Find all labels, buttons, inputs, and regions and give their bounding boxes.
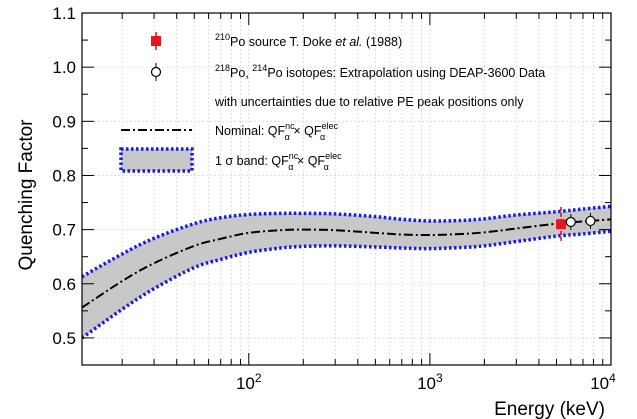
legend-open-circle: [150, 66, 162, 78]
legend-entry-4: Nominal: QFnc α × QFelec α: [215, 121, 338, 142]
legend-band-swatch: [119, 147, 194, 173]
x-tick-label: 104: [590, 371, 616, 393]
y-tick-label: 0.6: [52, 275, 76, 294]
legend-entry-2: 218Po, 214Po isotopes: Extrapolation usi…: [215, 63, 545, 80]
red-square-marker: [556, 219, 567, 230]
x-tick-labels: 102 103 104: [236, 371, 616, 393]
y-tick-label: 0.7: [52, 221, 76, 240]
open-circle-marker: [565, 216, 576, 228]
nominal-curve: [82, 218, 611, 309]
y-axis-label: Quenching Factor: [16, 119, 37, 271]
x-axis-label: Energy (keV): [494, 399, 605, 419]
y-tick-label: 1.1: [52, 4, 76, 23]
x-tick-label: 102: [236, 371, 262, 393]
grid: [82, 13, 611, 365]
legend-entry-1: 210Po source T. Doke et al. (1988): [215, 32, 402, 49]
sigma-band: [82, 204, 611, 340]
data-points: [556, 206, 596, 242]
legend-entry-5: 1 σ band: QFnc α × QFelec α: [215, 151, 342, 172]
y-tick-label: 0.8: [52, 166, 76, 185]
y-tick-labels: 0.5 0.6 0.7 0.8 0.9 1.0 1.1: [52, 4, 76, 348]
plot-frame: [81, 12, 612, 366]
open-circle-marker: [585, 215, 596, 227]
band-lower-edge: [82, 229, 611, 340]
band-fill: [82, 206, 611, 338]
x-tick-label: 103: [417, 371, 443, 393]
y-tick-label: 1.0: [52, 58, 76, 77]
y-tick-label: 0.5: [52, 329, 76, 348]
nominal-line: [82, 218, 611, 309]
legend: 210Po source T. Doke et al. (1988) 218Po,…: [119, 32, 545, 173]
y-tick-label: 0.9: [52, 112, 76, 131]
legend-entry-3: with uncertainties due to relative PE pe…: [214, 95, 524, 109]
legend-red-square: [151, 36, 161, 46]
band-upper-edge: [82, 204, 611, 279]
axis-ticks: [82, 12, 612, 366]
